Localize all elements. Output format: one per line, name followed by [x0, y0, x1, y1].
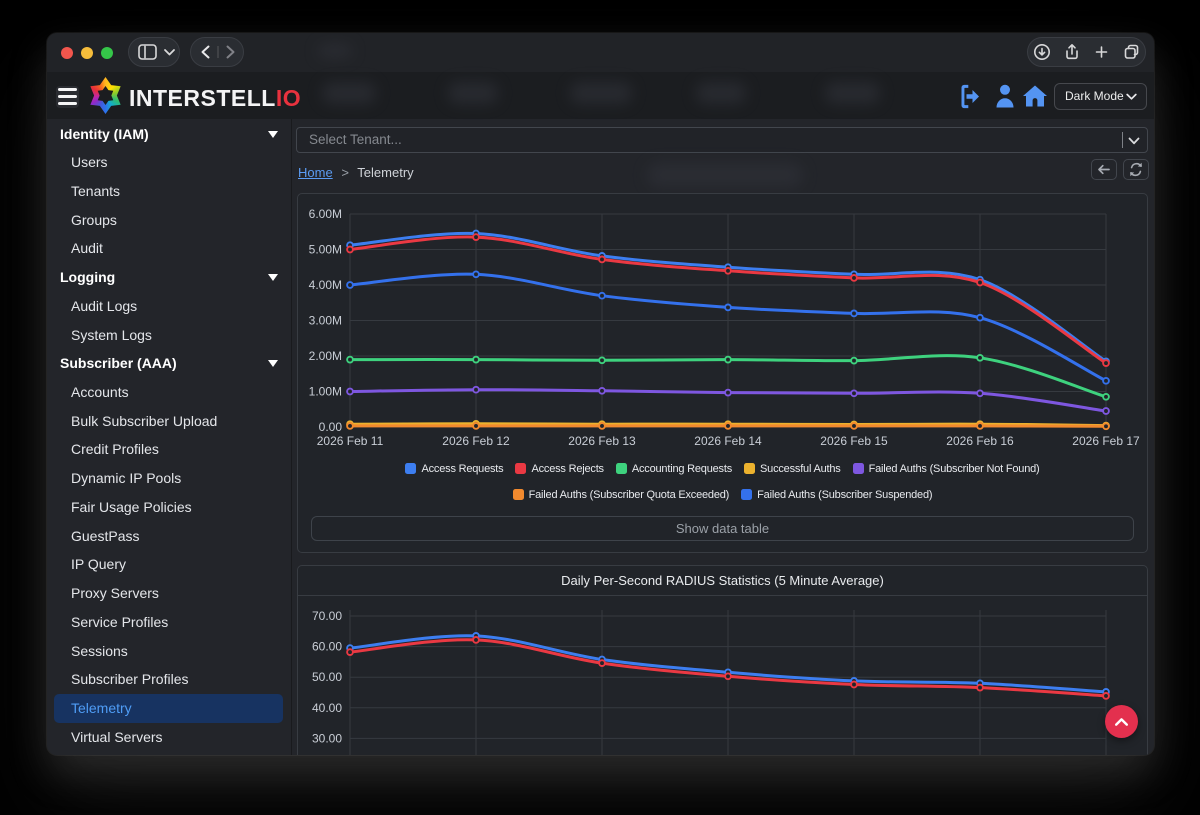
svg-text:2026 Feb 15: 2026 Feb 15 [820, 434, 888, 448]
svg-text:0.00: 0.00 [319, 420, 343, 434]
svg-text:1.00M: 1.00M [309, 385, 342, 399]
svg-text:30.00: 30.00 [312, 731, 342, 745]
svg-text:40.00: 40.00 [312, 701, 342, 715]
svg-text:2026 Feb 11: 2026 Feb 11 [317, 434, 384, 448]
svg-text:60.00: 60.00 [312, 640, 342, 654]
svg-text:2026 Feb 17: 2026 Feb 17 [1072, 434, 1140, 448]
svg-text:3.00M: 3.00M [309, 314, 342, 328]
svg-text:50.00: 50.00 [312, 670, 342, 684]
svg-text:5.00M: 5.00M [309, 243, 342, 257]
svg-text:4.00M: 4.00M [309, 278, 342, 292]
svg-text:2026 Feb 16: 2026 Feb 16 [946, 434, 1014, 448]
svg-text:70.00: 70.00 [312, 609, 342, 623]
svg-text:2.00M: 2.00M [309, 349, 342, 363]
svg-text:6.00M: 6.00M [309, 207, 342, 221]
svg-text:2026 Feb 14: 2026 Feb 14 [694, 434, 762, 448]
svg-text:2026 Feb 12: 2026 Feb 12 [442, 434, 510, 448]
svg-text:2026 Feb 13: 2026 Feb 13 [568, 434, 636, 448]
